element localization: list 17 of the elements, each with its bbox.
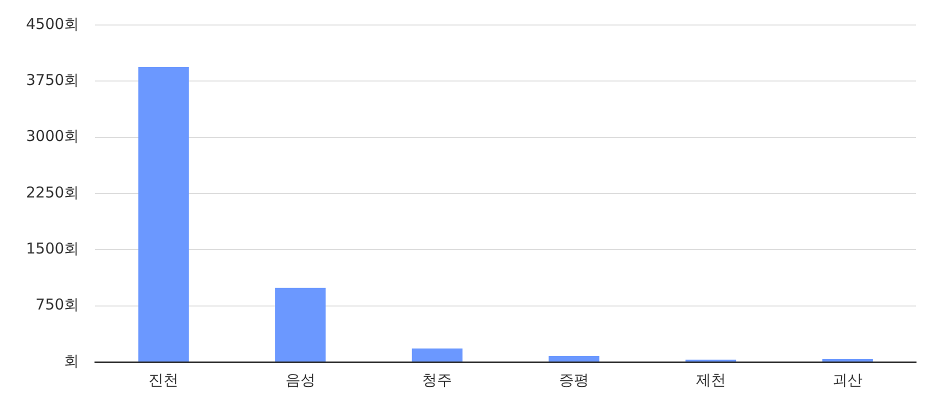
x-tick-label: 제천 [696,370,726,389]
bar [275,288,326,362]
y-tick-label: 4500회 [26,14,80,33]
y-tick-label: 3750회 [26,71,80,90]
x-tick-label: 청주 [422,370,452,389]
bar [138,66,189,362]
x-tick-label: 증평 [558,370,589,389]
y-tick-label: 회 [64,352,80,370]
bar [412,348,462,362]
x-tick-label: 진천 [148,370,179,389]
y-tick-label: 2250회 [26,183,80,202]
y-tick-label: 750회 [36,296,80,314]
x-tick-label: 음성 [285,370,316,389]
y-tick-label: 3000회 [26,127,80,146]
x-tick-label: 괴산 [832,370,863,389]
y-tick-label: 1500회 [26,240,80,258]
bar [548,356,600,362]
